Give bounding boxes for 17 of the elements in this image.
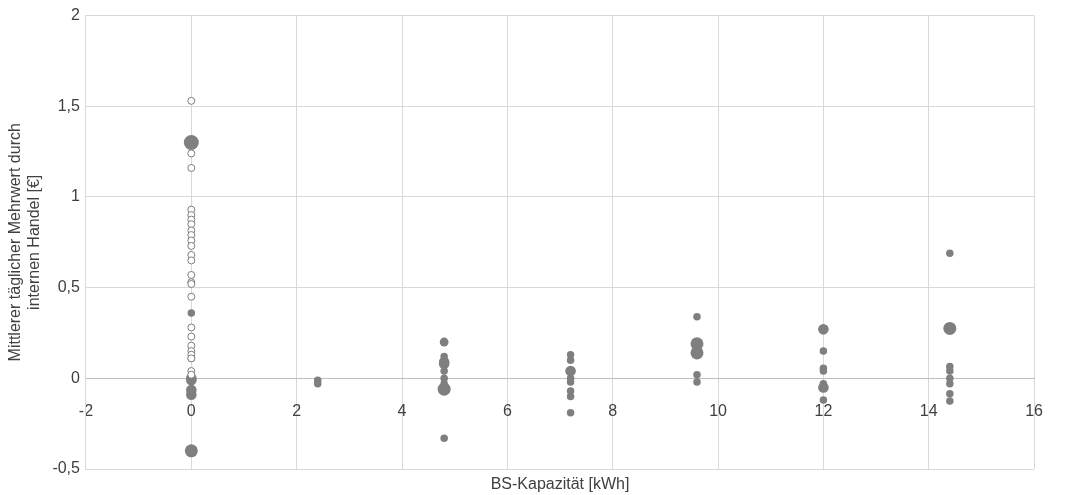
x-tick-label: 16 [1025,402,1044,420]
x-tick-label: 2 [292,402,302,420]
y-tick-label: 0,5 [57,278,81,296]
y-tick-label: 2 [71,6,81,24]
y-tick-label: 1,5 [57,96,81,114]
y-axis-title: Mittlerer täglicher Mehrwert durch internen Handel [€] [6,123,43,362]
x-tick-label: 6 [502,402,512,420]
x-tick-label: 0 [186,402,196,420]
x-axis-title: BS-Kapazität [kWh] [490,475,630,493]
x-tick-label: 4 [397,402,407,420]
y-tick-label: 1 [71,187,81,205]
x-tick-label: 14 [919,402,938,420]
x-tick-label: 10 [709,402,728,420]
x-tick-label: 8 [608,402,618,420]
y-tick-label: -0,5 [52,459,81,477]
x-tick-label: 12 [814,402,833,420]
y-tick-label: 0 [71,368,81,386]
